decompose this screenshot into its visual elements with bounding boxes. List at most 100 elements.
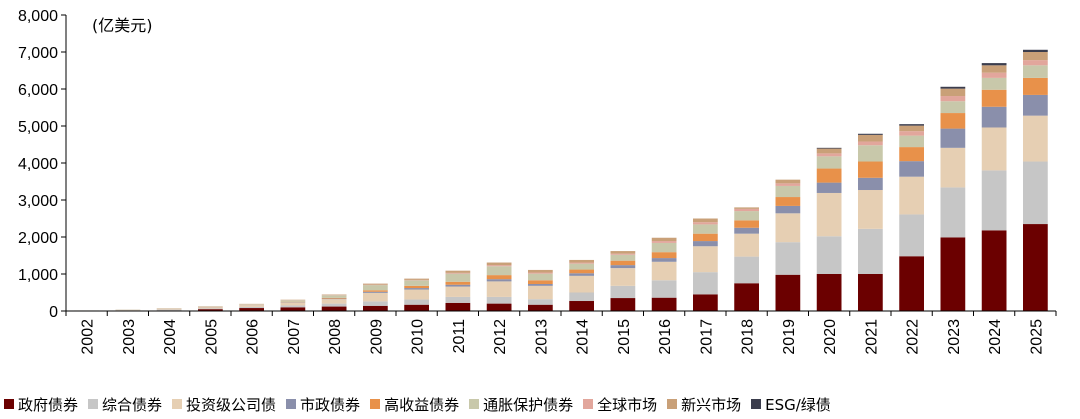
bar-segment [610, 254, 636, 261]
bar-segment [528, 272, 553, 274]
bar-segment [486, 275, 512, 280]
bar-segment [651, 252, 677, 259]
bar-segment [858, 228, 883, 274]
bar-segment [734, 220, 759, 228]
legend-item: 全球市场 [583, 394, 657, 415]
bar-segment [404, 299, 429, 305]
legend-swatch [172, 399, 183, 409]
bar-segment [486, 279, 512, 282]
legend-label: 新兴市场 [681, 395, 742, 414]
bar-segment [651, 297, 677, 311]
x-tick-label: 2010 [410, 319, 427, 355]
bar-segment [693, 246, 718, 273]
bar-segment [899, 124, 924, 126]
bar-segment [899, 125, 924, 132]
bars [74, 49, 1048, 311]
bar-segment [363, 305, 388, 311]
bar-segment [734, 233, 759, 257]
x-tick-label: 2023 [946, 319, 963, 355]
bar-segment [528, 285, 553, 300]
bar-segment [693, 222, 718, 225]
bar-segment [486, 281, 512, 297]
bar-segment [1023, 60, 1048, 66]
bar-segment [363, 291, 388, 293]
bar-segment [858, 134, 883, 142]
bar-segment [693, 294, 718, 311]
bar-segment [899, 176, 924, 215]
bar-segment [775, 213, 801, 243]
bar-segment [528, 273, 553, 281]
bar-segment [899, 161, 924, 177]
bar-segment [775, 183, 801, 186]
x-tick-label: 2019 [781, 319, 798, 355]
bar-segment [899, 214, 924, 257]
bar-segment [569, 275, 594, 293]
legend-label: ESG/绿债 [765, 395, 831, 414]
bar-segment [816, 274, 842, 311]
bar-segment [198, 308, 223, 310]
legend-label: 市政债券 [300, 395, 361, 414]
x-tick-label: 2016 [657, 319, 674, 355]
bar-segment [1023, 115, 1048, 162]
legend: 政府债券 综合债券 投资级公司债 市政债券 高收益债券 通胀保护债券 全球市场 新兴市场 ESG… [4, 392, 841, 416]
legend-item: 投资级公司债 [172, 394, 276, 415]
bar-segment [858, 141, 883, 146]
bar-segment [981, 230, 1007, 311]
bar-segment [321, 306, 347, 311]
bar-segment [734, 283, 759, 311]
bar-segment [486, 262, 512, 266]
x-tick-label: 2002 [80, 319, 97, 355]
legend-swatch [583, 399, 594, 409]
bar-segment [445, 302, 471, 311]
bar-segment [610, 265, 636, 269]
y-tick-label: 7,000 [18, 45, 58, 62]
bar-segment [775, 185, 801, 198]
bar-segment [981, 170, 1007, 231]
bar-segment [404, 288, 429, 290]
bar-segment [775, 242, 801, 275]
bar-segment [734, 207, 759, 209]
bar-segment [651, 237, 677, 242]
x-tick-label: 2022 [905, 319, 922, 355]
bar-segment [239, 306, 264, 309]
bar-segment [528, 269, 553, 273]
x-tick-label: 2011 [451, 319, 468, 354]
x-tick-label: 2013 [533, 319, 550, 355]
bar-segment [858, 177, 883, 191]
legend-label: 全球市场 [597, 395, 658, 414]
bar-segment [445, 286, 471, 297]
bar-segment [445, 270, 471, 273]
bar-segment [1023, 49, 1048, 52]
x-tick-label: 2009 [368, 319, 385, 355]
bar-segment [734, 211, 759, 221]
bar-segment [486, 266, 512, 276]
bar-segment [569, 269, 594, 274]
x-tick-label: 2024 [987, 319, 1004, 355]
x-tick-label: 2025 [1028, 319, 1045, 355]
bar-segment [734, 208, 759, 212]
bar-segment [280, 307, 306, 311]
x-tick-label: 2012 [492, 319, 509, 355]
bar-segment [981, 72, 1007, 78]
x-tick-label: 2003 [121, 319, 138, 355]
y-tick-label: 5,000 [18, 119, 58, 136]
x-tick-label: 2021 [863, 319, 880, 355]
bar-segment [280, 305, 306, 308]
bar-segment [816, 192, 842, 237]
bar-segment [486, 303, 512, 311]
bar-segment [693, 233, 718, 242]
bar-segment [445, 296, 471, 303]
bar-segment [569, 273, 594, 276]
bar-segment [239, 308, 264, 311]
legend-swatch [751, 399, 762, 409]
bar-segment [775, 205, 801, 214]
bar-segment [816, 236, 842, 274]
bar-segment [445, 284, 471, 287]
bar-segment [981, 63, 1007, 66]
bar-segment [775, 274, 801, 311]
bar-segment [569, 259, 594, 263]
bar-segment [363, 290, 388, 292]
bar-segment [610, 285, 636, 299]
bar-segment [404, 289, 429, 300]
legend-label: 通胀保护债券 [483, 395, 574, 414]
